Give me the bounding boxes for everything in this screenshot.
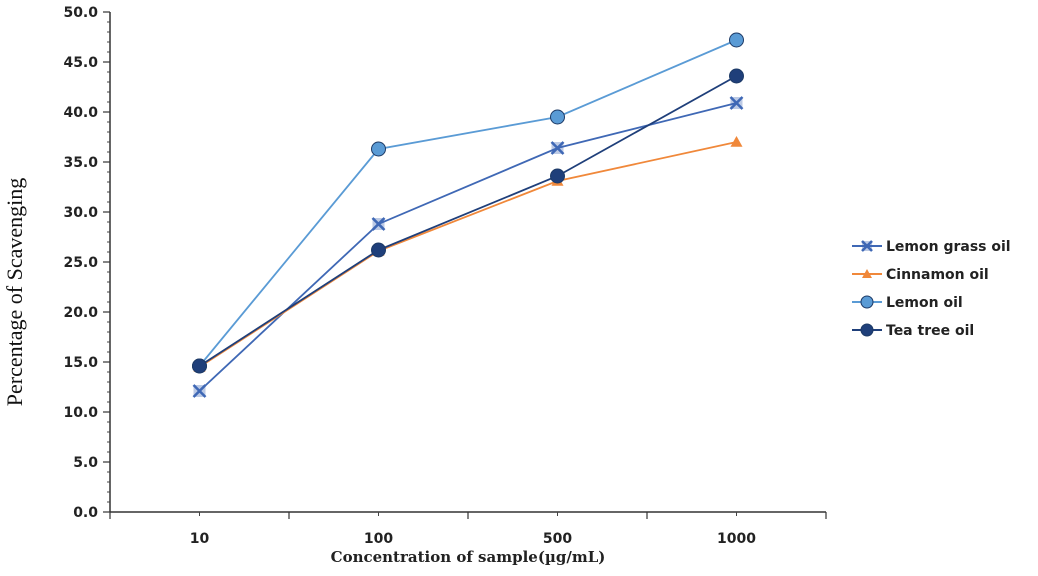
x-tick-label: 100 (364, 531, 393, 547)
y-tick-label: 30.0 (63, 205, 98, 221)
data-point-stroke (729, 96, 744, 110)
y-tick-label: 45.0 (63, 55, 98, 71)
series-line (198, 39, 737, 367)
data-point-stroke (371, 217, 386, 231)
data-point-stroke (192, 384, 207, 398)
legend-swatch-marker (862, 269, 872, 278)
y-tick-label: 0.0 (73, 505, 98, 521)
legend-item: Lemon grass oil (852, 239, 1011, 255)
data-point (371, 217, 386, 231)
legend-swatch-marker (860, 323, 874, 337)
data-point (729, 68, 744, 84)
data-point (192, 358, 207, 374)
data-point (192, 384, 207, 398)
data-point (729, 32, 744, 48)
series-markers (192, 32, 744, 398)
legend-label: Cinnamon oil (886, 267, 989, 283)
x-axis-title: Concentration of sample(µg/mL) (331, 548, 606, 566)
y-tick-label: 35.0 (63, 155, 98, 171)
series-line (198, 102, 737, 392)
y-tick-label: 15.0 (63, 355, 98, 371)
series-lines (198, 39, 737, 392)
legend-swatch-marker-stroke (861, 240, 873, 252)
series-line (199, 75, 737, 367)
x-ticks: 10 100 500 1000 (109, 512, 827, 547)
legend-label: Lemon grass oil (886, 239, 1011, 255)
y-tick-label: 40.0 (63, 105, 98, 121)
x-tick-label: 1000 (717, 531, 756, 547)
data-point (550, 168, 565, 184)
legend-swatch-marker (860, 295, 874, 309)
y-axis-title: Percentage of Scavenging (2, 178, 27, 406)
y-tick-label: 50.0 (63, 5, 98, 21)
legend-label: Tea tree oil (886, 323, 974, 339)
legend-label: Lemon oil (886, 295, 963, 311)
data-point (550, 141, 565, 155)
x-tick-label: 10 (190, 531, 210, 547)
chart-legend: Lemon grass oil Cinnamon oil Lemon oil Tea … (852, 239, 1011, 339)
data-point (729, 96, 744, 110)
data-point (730, 136, 743, 147)
legend-item: Lemon oil (852, 295, 963, 311)
legend-swatch-marker (861, 240, 873, 252)
y-tick-label: 20.0 (63, 305, 98, 321)
legend-item: Tea tree oil (852, 323, 974, 339)
data-point (371, 141, 386, 157)
data-point (550, 109, 565, 125)
data-point (371, 242, 386, 258)
legend-item: Cinnamon oil (852, 267, 989, 283)
y-tick-label: 10.0 (63, 405, 98, 421)
y-tick-label: 25.0 (63, 255, 98, 271)
series-line (199, 141, 737, 368)
y-ticks: 0.0 5.0 10.0 15.0 20.0 25.0 30.0 35.0 40.0 45.0 50… (63, 5, 110, 521)
x-tick-label: 500 (543, 531, 572, 547)
data-point-stroke (550, 141, 565, 155)
y-tick-label: 5.0 (73, 455, 98, 471)
